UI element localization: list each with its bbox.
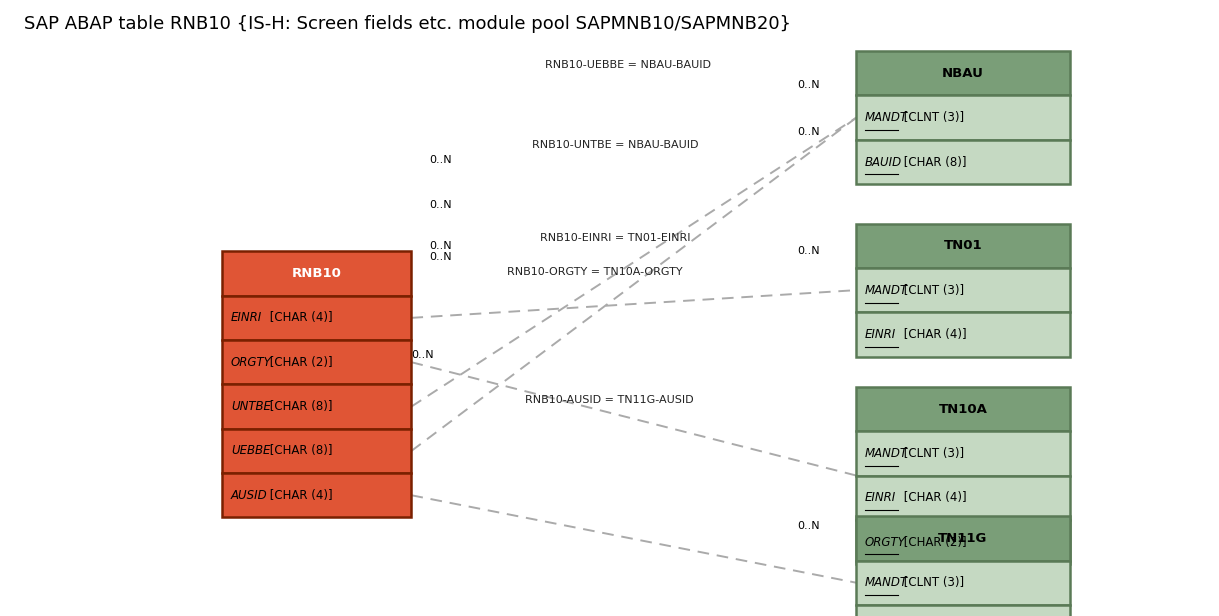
Text: UEBBE: UEBBE <box>232 444 271 458</box>
Text: MANDT: MANDT <box>865 447 908 460</box>
Bar <box>856 268 1070 312</box>
Bar <box>856 312 1070 357</box>
Bar <box>223 251 412 296</box>
Text: UNTBE: UNTBE <box>232 400 271 413</box>
Text: AUSID: AUSID <box>232 488 268 502</box>
Bar <box>856 51 1070 95</box>
Text: RNB10-ORGTY = TN10A-ORGTY: RNB10-ORGTY = TN10A-ORGTY <box>507 267 683 277</box>
Text: 0..N: 0..N <box>429 200 452 209</box>
Bar <box>856 605 1070 616</box>
Text: RNB10-UEBBE = NBAU-BAUID: RNB10-UEBBE = NBAU-BAUID <box>545 60 711 70</box>
Text: TN01: TN01 <box>944 239 983 253</box>
Text: [CLNT (3)]: [CLNT (3)] <box>901 283 964 297</box>
Text: [CHAR (8)]: [CHAR (8)] <box>901 155 967 169</box>
Text: [CLNT (3)]: [CLNT (3)] <box>901 111 964 124</box>
Text: ORGTY: ORGTY <box>232 355 272 369</box>
Text: 0..N: 0..N <box>429 241 452 251</box>
Text: MANDT: MANDT <box>865 283 908 297</box>
Text: [CHAR (8)]: [CHAR (8)] <box>266 400 333 413</box>
Text: [CHAR (4)]: [CHAR (4)] <box>901 328 967 341</box>
Text: [CLNT (3)]: [CLNT (3)] <box>901 576 964 590</box>
Bar <box>856 561 1070 605</box>
Text: 0..N: 0..N <box>797 127 820 137</box>
Text: [CHAR (4)]: [CHAR (4)] <box>266 311 333 325</box>
Bar <box>856 140 1070 184</box>
Bar <box>856 516 1070 561</box>
Text: [CHAR (4)]: [CHAR (4)] <box>266 488 333 502</box>
Text: 0..N: 0..N <box>797 521 820 531</box>
Text: BAUID: BAUID <box>865 155 902 169</box>
Text: RNB10: RNB10 <box>293 267 341 280</box>
Bar <box>856 520 1070 564</box>
Text: 0..N: 0..N <box>429 155 452 165</box>
Bar <box>223 473 412 517</box>
Text: ORGTY: ORGTY <box>865 535 906 549</box>
Bar <box>856 431 1070 476</box>
Text: TN11G: TN11G <box>939 532 987 545</box>
Text: TN10A: TN10A <box>939 402 987 416</box>
Text: 0..N: 0..N <box>797 246 820 256</box>
Bar <box>856 224 1070 268</box>
Bar <box>223 429 412 473</box>
Bar <box>223 296 412 340</box>
Text: EINRI: EINRI <box>232 311 262 325</box>
Text: 0..N: 0..N <box>411 350 434 360</box>
Bar <box>856 476 1070 520</box>
Bar <box>856 387 1070 431</box>
Text: RNB10-EINRI = TN01-EINRI: RNB10-EINRI = TN01-EINRI <box>540 233 691 243</box>
Bar <box>223 384 412 429</box>
Text: EINRI: EINRI <box>865 491 896 505</box>
Text: SAP ABAP table RNB10 {IS-H: Screen fields etc. module pool SAPMNB10/SAPMNB20}: SAP ABAP table RNB10 {IS-H: Screen field… <box>24 15 791 33</box>
Text: [CHAR (8)]: [CHAR (8)] <box>266 444 333 458</box>
Text: RNB10-AUSID = TN11G-AUSID: RNB10-AUSID = TN11G-AUSID <box>525 395 694 405</box>
Text: MANDT: MANDT <box>865 576 908 590</box>
Text: NBAU: NBAU <box>942 67 984 80</box>
Text: [CHAR (2)]: [CHAR (2)] <box>901 535 967 549</box>
Text: [CHAR (4)]: [CHAR (4)] <box>901 491 967 505</box>
Text: EINRI: EINRI <box>865 328 896 341</box>
Text: [CHAR (2)]: [CHAR (2)] <box>266 355 333 369</box>
Bar <box>856 95 1070 140</box>
Bar <box>223 340 412 384</box>
Text: 0..N: 0..N <box>797 80 820 90</box>
Text: RNB10-UNTBE = NBAU-BAUID: RNB10-UNTBE = NBAU-BAUID <box>533 140 698 150</box>
Text: [CLNT (3)]: [CLNT (3)] <box>901 447 964 460</box>
Text: MANDT: MANDT <box>865 111 908 124</box>
Text: 0..N: 0..N <box>429 253 452 262</box>
